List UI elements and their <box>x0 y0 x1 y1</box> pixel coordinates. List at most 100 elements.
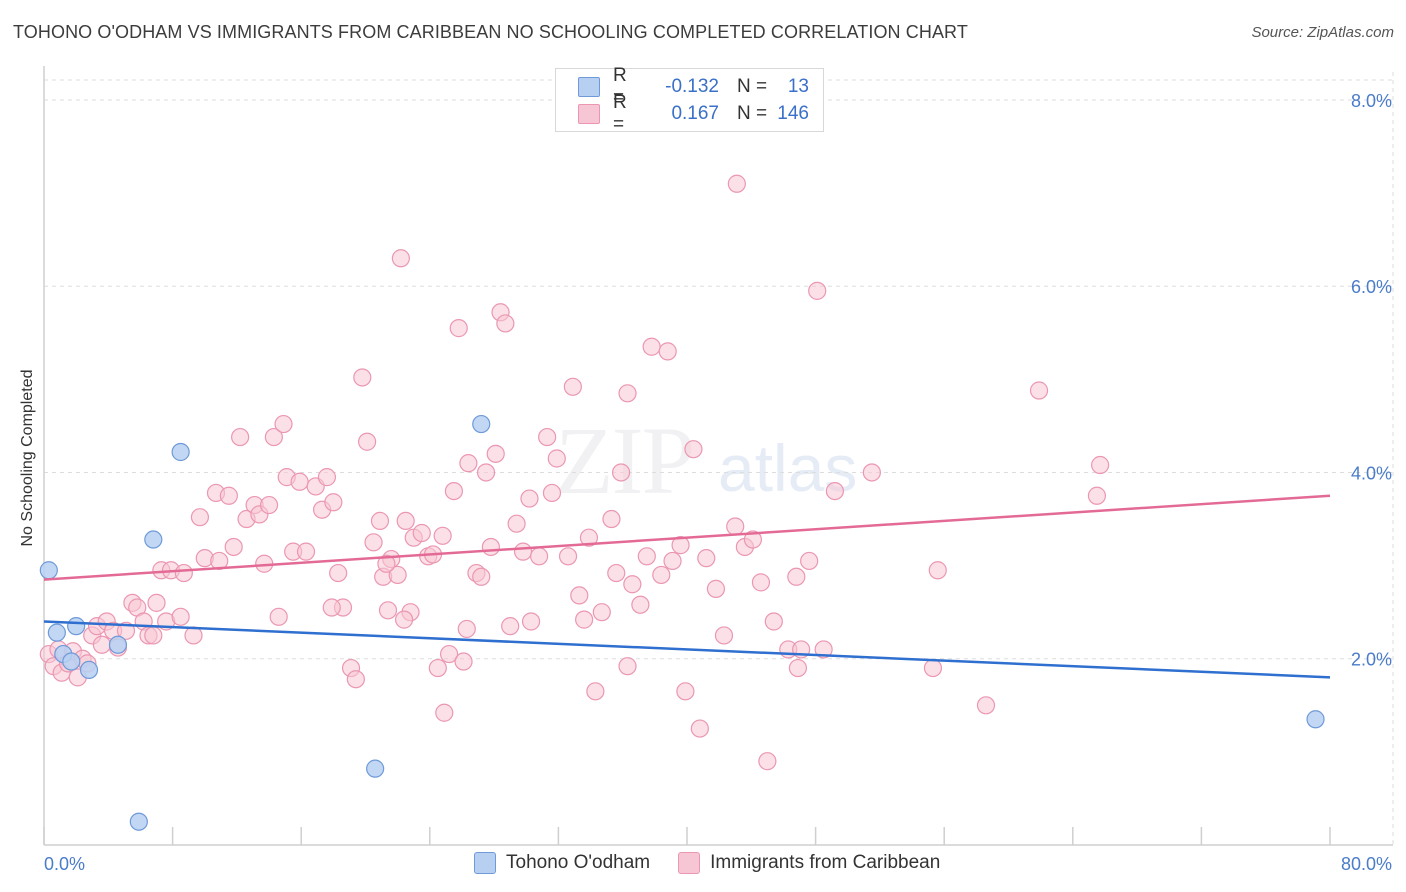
point-caribbean <box>322 598 341 617</box>
point-caribbean <box>800 551 819 571</box>
point-caribbean <box>231 427 250 447</box>
point-caribbean <box>274 414 293 434</box>
x-tick-label: 80.0% <box>1341 854 1392 874</box>
point-caribbean <box>538 427 557 447</box>
point-caribbean <box>370 511 390 530</box>
legend-label-caribbean: Immigrants from Caribbean <box>710 852 941 873</box>
legend-n-label: N = <box>737 76 768 97</box>
point-caribbean <box>116 621 136 640</box>
legend-item-caribbean[interactable]: Immigrants from Caribbean <box>678 852 940 874</box>
point-caribbean <box>454 652 473 671</box>
point-caribbean <box>726 517 745 536</box>
point-caribbean <box>671 536 690 555</box>
series-legend: Tohono O'odham Immigrants from Caribbean <box>474 852 968 874</box>
point-caribbean <box>814 640 833 659</box>
point-caribbean <box>317 468 337 487</box>
legend-r-label: R = <box>613 92 627 135</box>
axes <box>43 66 1393 846</box>
point-caribbean <box>623 575 642 594</box>
point-caribbean <box>563 377 582 396</box>
point-caribbean <box>444 481 464 501</box>
point-caribbean <box>743 530 763 549</box>
point-caribbean <box>706 579 726 598</box>
y-tick-label: 4.0% <box>1351 463 1392 483</box>
point-caribbean <box>727 174 746 193</box>
point-tohono <box>1306 710 1325 729</box>
point-caribbean <box>433 526 452 545</box>
point-caribbean <box>808 281 827 300</box>
point-caribbean <box>602 509 621 529</box>
legend-r-value: -0.132 <box>665 76 719 97</box>
point-caribbean <box>412 523 431 543</box>
point-caribbean <box>439 644 459 664</box>
point-caribbean <box>507 514 526 533</box>
point-caribbean <box>825 481 844 501</box>
point-tohono <box>472 414 491 434</box>
legend-swatch-pink <box>578 104 600 124</box>
point-caribbean <box>862 463 881 482</box>
point-caribbean <box>259 495 279 515</box>
legend-r-value: 0.167 <box>671 103 719 124</box>
point-caribbean <box>570 586 589 605</box>
legend-r-label: R = <box>613 65 627 108</box>
point-tohono <box>47 623 66 642</box>
point-caribbean <box>642 337 661 356</box>
point-caribbean <box>476 463 496 482</box>
stats-legend: R = -0.132 N = 13 R = 0.167 N = 146 <box>555 65 824 135</box>
point-caribbean <box>346 670 365 689</box>
point-caribbean <box>547 449 566 468</box>
point-caribbean <box>472 567 491 586</box>
point-caribbean <box>663 551 682 571</box>
point-caribbean <box>147 593 166 612</box>
point-caribbean <box>428 658 447 678</box>
point-caribbean <box>520 489 539 508</box>
point-caribbean <box>377 554 396 573</box>
point-caribbean <box>676 682 695 701</box>
point-caribbean <box>457 619 476 639</box>
point-caribbean <box>224 537 243 557</box>
point-caribbean <box>652 565 671 585</box>
tick-labels: 2.0% 4.0% 6.0% 8.0% 0.0% 80.0% <box>44 91 1392 874</box>
legend-n-value: 146 <box>777 103 809 124</box>
point-caribbean <box>353 368 372 387</box>
legend-label-tohono: Tohono O'odham <box>506 852 651 873</box>
y-tick-label: 6.0% <box>1351 277 1392 297</box>
point-caribbean <box>513 542 533 561</box>
point-caribbean <box>658 342 677 361</box>
point-caribbean <box>481 537 500 557</box>
point-caribbean <box>435 703 454 722</box>
point-caribbean <box>358 432 377 451</box>
point-caribbean <box>575 610 594 629</box>
source-label: Source: ZipAtlas.com <box>1251 24 1394 41</box>
legend-swatch-blue <box>578 77 600 97</box>
point-tohono <box>79 660 99 680</box>
y-axis-label: No Schooling Completed <box>19 369 36 547</box>
point-caribbean <box>449 319 468 338</box>
point-caribbean <box>296 542 316 561</box>
point-caribbean <box>501 617 520 636</box>
point-caribbean <box>219 486 238 505</box>
y-tick-label: 8.0% <box>1351 91 1392 111</box>
point-caribbean <box>558 547 578 566</box>
point-tohono <box>171 442 190 462</box>
point-tohono <box>129 812 148 831</box>
legend-n-value: 13 <box>787 76 809 97</box>
point-caribbean <box>788 658 808 678</box>
point-caribbean <box>521 612 541 631</box>
point-caribbean <box>378 601 398 620</box>
point-caribbean <box>631 595 650 614</box>
point-caribbean <box>486 444 505 463</box>
point-caribbean <box>764 612 783 631</box>
legend-n-label: N = <box>737 103 768 124</box>
trend-line-tohono <box>43 620 1331 679</box>
x-tick-label: 0.0% <box>44 854 85 874</box>
point-caribbean <box>976 696 996 715</box>
point-caribbean <box>928 561 947 580</box>
point-caribbean <box>690 719 709 738</box>
point-tohono <box>39 561 58 580</box>
point-tohono <box>108 635 128 654</box>
legend-row-caribbean: R = 0.167 N = 146 <box>578 92 809 135</box>
legend-item-tohono[interactable]: Tohono O'odham <box>474 852 650 874</box>
legend-swatch-blue <box>474 852 496 874</box>
